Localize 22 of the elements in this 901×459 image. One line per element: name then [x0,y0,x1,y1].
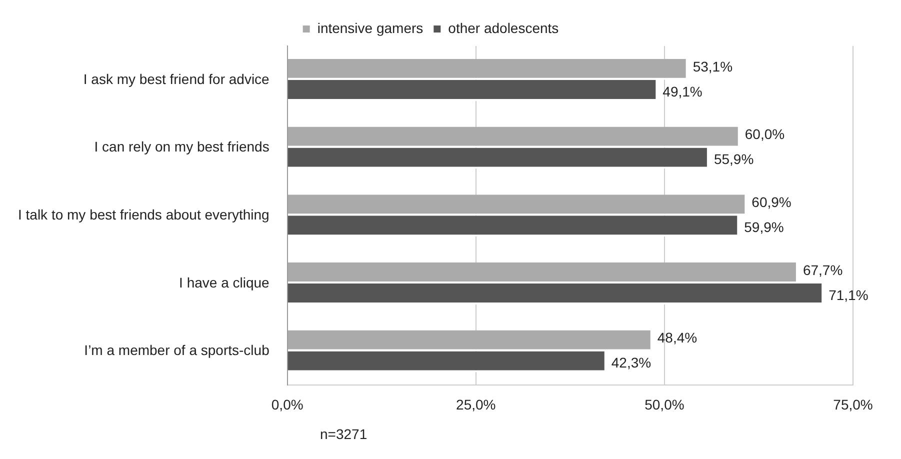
x-tick-label: 50,0% [644,396,684,412]
legend-label: intensive gamers [317,20,424,36]
data-label: 71,1% [828,286,868,303]
data-label: 60,0% [744,126,785,142]
data-label: 42,3% [611,354,652,371]
data-label: 55,9% [714,151,754,168]
x-tick-label: 0,0% [271,396,304,412]
y-tick-label: I have a clique [179,274,270,290]
y-tick-label: I can rely on my best friends [94,138,270,155]
text: n=3271 [320,426,368,442]
data-label: 67,7% [802,262,843,278]
y-tick-label: I’m a member of a sports-club [84,342,270,358]
y-tick-label: I ask my best friend for advice [83,70,270,87]
x-tick-label: 25,0% [456,396,496,412]
data-label: 49,1% [662,83,702,100]
data-label: 48,4% [657,330,698,346]
y-tick-label: I talk to my best friends about everything [18,206,270,222]
data-label: 59,9% [744,218,784,235]
legend-label: other adolescents [448,20,559,36]
data-label: 60,9% [752,194,792,210]
x-tick-label: 75,0% [833,396,873,412]
data-label: 53,1% [692,58,733,74]
